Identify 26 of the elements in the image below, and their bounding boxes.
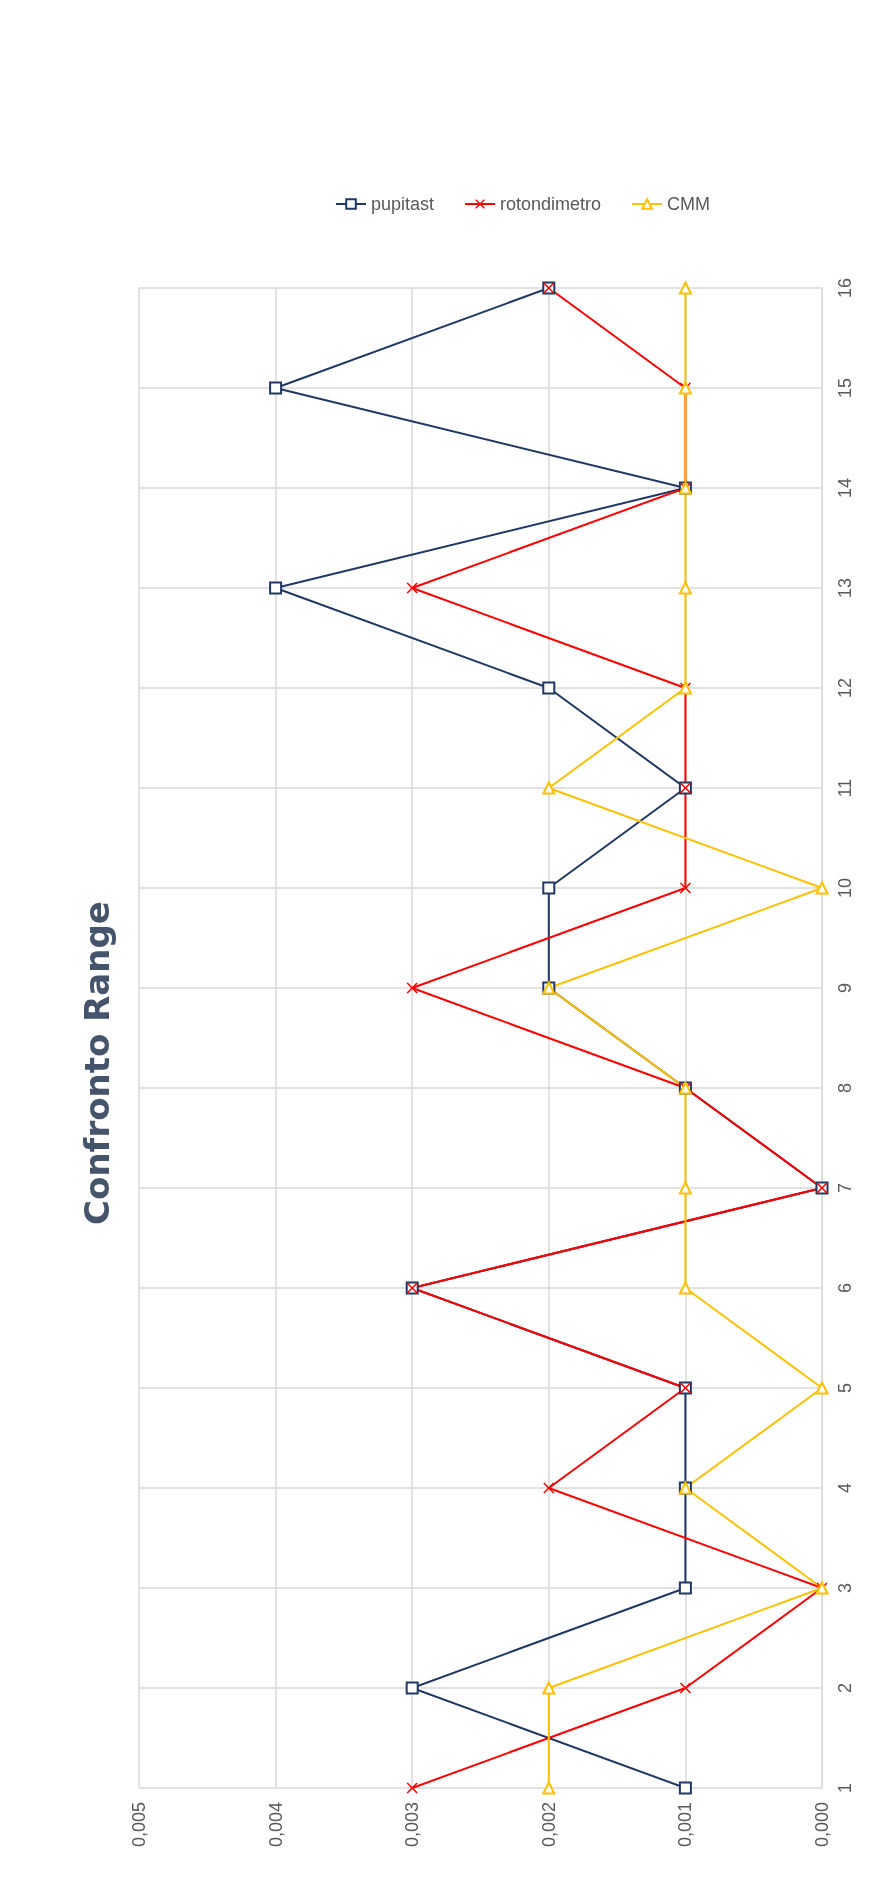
y-tick-label: 13 <box>835 577 855 599</box>
legend-label: CMM <box>667 194 711 214</box>
y-tick-label: 11 <box>835 778 855 798</box>
x-tick-label: 0,002 <box>538 1802 559 1848</box>
y-tick-label: 14 <box>835 477 855 499</box>
y-tick-label: 7 <box>835 1182 855 1194</box>
y-tick-label: 9 <box>835 982 855 994</box>
x-tick-label: 0,005 <box>129 1802 149 1848</box>
legend-label: rotondimetro <box>500 194 602 214</box>
y-tick-label: 5 <box>835 1382 855 1394</box>
y-tick-label: 1 <box>835 1782 855 1794</box>
y-tick-label: 6 <box>835 1282 855 1294</box>
x-tick-label: 0,000 <box>812 1802 832 1848</box>
y-tick-label: 2 <box>835 1682 855 1694</box>
x-tick-label: 0,001 <box>675 1802 696 1848</box>
legend-label: pupitast <box>371 194 435 214</box>
y-tick-label: 8 <box>835 1082 855 1094</box>
y-tick-label: 16 <box>835 277 855 299</box>
x-tick-label: 0,004 <box>265 1802 286 1848</box>
y-tick-label: 10 <box>835 877 855 899</box>
x-tick-label: 0,003 <box>402 1802 423 1848</box>
y-tick-label: 12 <box>835 677 855 699</box>
y-tick-label: 4 <box>835 1482 855 1494</box>
text: Confronto Range <box>77 901 117 1225</box>
y-tick-label: 15 <box>835 377 855 399</box>
y-tick-label: 3 <box>835 1582 855 1594</box>
